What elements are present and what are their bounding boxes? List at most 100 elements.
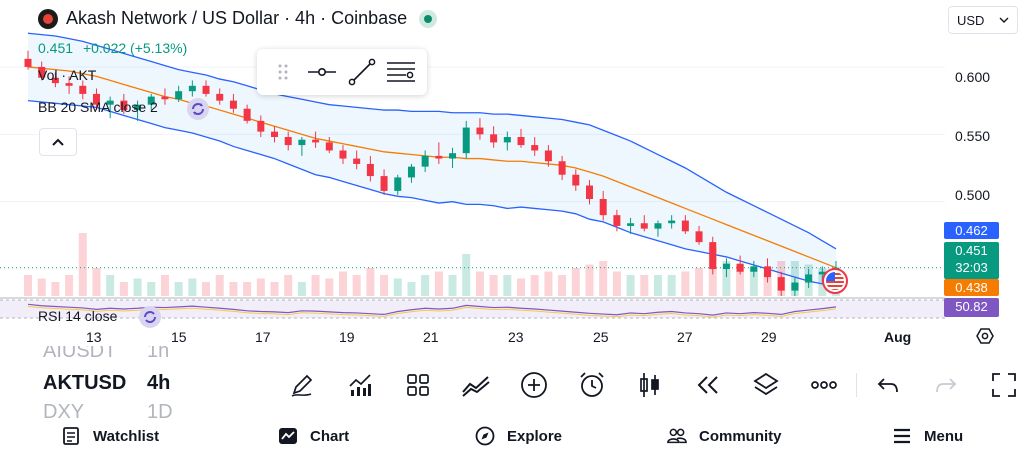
time-tick-month: Aug xyxy=(884,329,912,345)
last-price-tag: 0.451 32:03 xyxy=(944,242,999,279)
toolbar-divider xyxy=(856,373,857,397)
candle-body xyxy=(65,83,73,86)
axis-settings-icon[interactable] xyxy=(976,327,994,345)
volume-bar xyxy=(393,278,402,296)
candle-body xyxy=(92,93,100,105)
compass-icon xyxy=(475,426,495,446)
line-settings-tool-icon[interactable] xyxy=(383,57,419,87)
horizontal-line-tool-icon[interactable] xyxy=(304,57,340,87)
candle-body xyxy=(120,100,128,111)
bollinger-legend-label: BB 20 SMA close 2 xyxy=(38,99,158,115)
bollinger-legend[interactable]: BB 20 SMA close 2 xyxy=(38,99,158,115)
symbol-option[interactable]: AIUSDT 1h xyxy=(43,346,169,363)
indicators-button[interactable] xyxy=(338,366,382,404)
volume-bar xyxy=(215,275,224,296)
candle-body xyxy=(79,85,87,94)
trend-line-tool-icon[interactable] xyxy=(344,57,380,87)
nav-explore[interactable]: Explore xyxy=(475,426,562,446)
candle-body xyxy=(134,104,142,111)
volume-bar xyxy=(503,275,512,296)
layouts-button[interactable] xyxy=(396,366,440,404)
symbol-option-selected[interactable]: AKTUSD 4h xyxy=(43,372,170,395)
candle-body xyxy=(147,96,155,105)
time-tick: 19 xyxy=(339,329,355,345)
undo-button[interactable] xyxy=(866,366,910,404)
volume-bar xyxy=(544,271,553,296)
candle-body xyxy=(544,150,552,162)
time-tick: 29 xyxy=(761,329,777,345)
currency-select[interactable]: USD xyxy=(948,6,1018,34)
nav-community[interactable]: Community xyxy=(667,426,782,446)
volume-bar xyxy=(667,275,676,296)
more-button[interactable] xyxy=(802,366,846,404)
plus-circle-icon xyxy=(521,372,547,398)
nav-watchlist[interactable]: Watchlist xyxy=(61,426,159,446)
symbol-title[interactable]: Akash Network / US Dollar · 4h · Coinbas… xyxy=(66,8,408,28)
volume-bar xyxy=(24,275,32,296)
currency-value: USD xyxy=(957,12,985,28)
nav-menu[interactable]: Menu xyxy=(892,426,963,446)
volume-bar xyxy=(571,268,580,296)
collapse-legend-button[interactable] xyxy=(39,128,77,156)
pencil-icon xyxy=(291,374,313,397)
candle-body xyxy=(764,266,772,278)
volume-bar xyxy=(421,275,430,296)
redo-button[interactable] xyxy=(924,366,968,404)
candle-body xyxy=(161,96,169,100)
compare-lines-icon xyxy=(462,376,490,397)
replay-button[interactable] xyxy=(686,366,730,404)
candle-body xyxy=(490,134,498,143)
chart-canvas[interactable] xyxy=(0,0,945,322)
bb-lower-tag: 0.438 xyxy=(944,279,999,296)
compare-button[interactable] xyxy=(454,366,498,404)
candle-body xyxy=(24,58,32,67)
symbol-option[interactable]: DXY 1D xyxy=(43,401,173,418)
volume-bar xyxy=(695,268,704,296)
volume-bar xyxy=(188,278,197,296)
volume-bar xyxy=(37,278,46,296)
volume-bar xyxy=(311,275,320,296)
volume-bar xyxy=(517,278,526,296)
volume-bar xyxy=(229,282,238,296)
candle-body xyxy=(668,220,676,224)
candles-icon xyxy=(640,373,659,397)
candle-body xyxy=(791,282,799,291)
candle-body xyxy=(229,100,237,109)
candle-body xyxy=(449,153,457,159)
chart-header: Akash Network / US Dollar · 4h · Coinbas… xyxy=(38,8,438,29)
volume-legend[interactable]: Vol · AKT xyxy=(38,67,97,83)
rsi-legend[interactable]: RSI 14 close xyxy=(38,308,118,324)
drag-handle-icon[interactable] xyxy=(265,57,301,87)
candle-body xyxy=(421,155,429,167)
alert-button[interactable] xyxy=(570,366,614,404)
candle-body xyxy=(681,220,689,232)
candle-body xyxy=(627,223,635,226)
fullscreen-button[interactable] xyxy=(982,366,1024,404)
symbol-picker-wheel[interactable]: AIUSDT 1h AKTUSD 4h DXY 1D xyxy=(43,346,183,418)
volume-bar xyxy=(338,271,347,296)
chevron-up-icon xyxy=(52,138,64,146)
volume-bar xyxy=(147,282,156,296)
chart-type-button[interactable] xyxy=(628,366,672,404)
candle-body xyxy=(353,158,361,164)
candle-body xyxy=(339,150,347,159)
candle-body xyxy=(188,85,196,92)
candle-body xyxy=(243,108,251,121)
object-tree-button[interactable] xyxy=(744,366,788,404)
candle-body xyxy=(106,100,114,105)
add-symbol-button[interactable] xyxy=(512,366,556,404)
candle-body xyxy=(503,137,511,143)
drawing-floating-toolbar xyxy=(257,49,427,95)
volume-bar xyxy=(612,271,621,296)
us-flag-event-icon[interactable] xyxy=(822,268,848,294)
candle-body xyxy=(175,91,183,100)
volume-bar xyxy=(202,282,211,296)
volume-bar xyxy=(160,275,169,296)
volume-bar xyxy=(530,275,539,296)
chart-area[interactable] xyxy=(0,0,945,320)
nav-chart[interactable]: Chart xyxy=(278,426,349,446)
volume-bar xyxy=(119,282,128,296)
candle-body xyxy=(722,263,730,270)
draw-button[interactable] xyxy=(280,366,324,404)
candle-body xyxy=(298,139,306,146)
